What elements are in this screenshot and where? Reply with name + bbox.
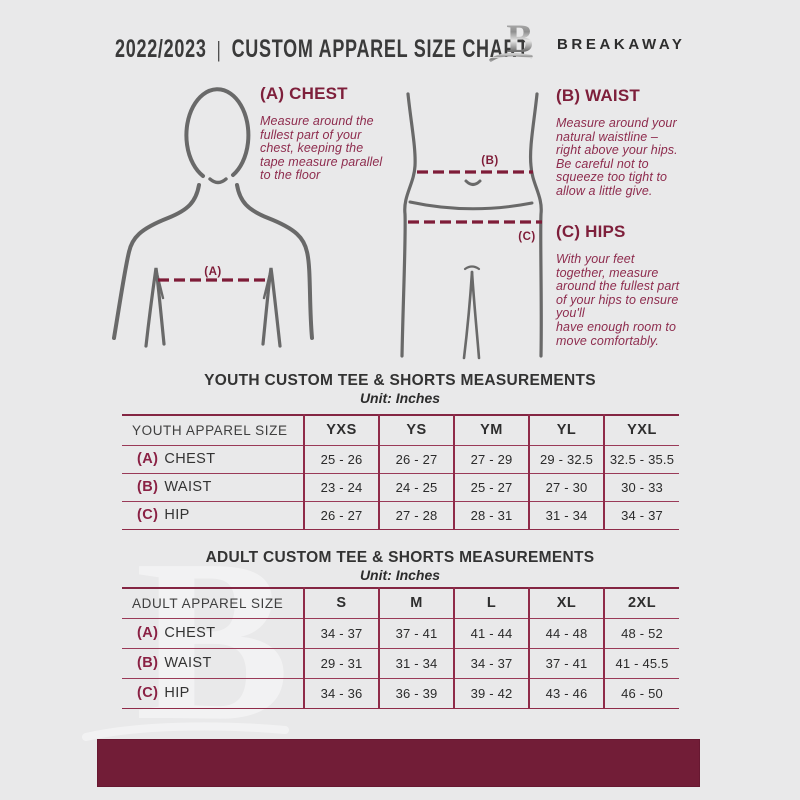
- adult-size-table: ADULT APPAREL SIZE S M L XL 2XL (A) CHEST…: [122, 587, 679, 709]
- cell-value: 32.5 - 35.5: [603, 444, 679, 473]
- waist-body: Measure around your natural waistline – …: [556, 116, 678, 198]
- cell-value: 36 - 39: [378, 677, 454, 708]
- youth-size-table: YOUTH APPAREL SIZE YXS YS YM YL YXL (A) C…: [122, 414, 679, 530]
- chest-figure-illustration: (A): [112, 87, 314, 348]
- title-divider: |: [216, 37, 222, 62]
- cell-value: 25 - 27: [453, 472, 529, 501]
- waist-heading: (B) WAIST: [556, 86, 640, 105]
- title-text: CUSTOM APPAREL SIZE CHART: [231, 35, 529, 63]
- cell-value: 26 - 27: [378, 444, 454, 473]
- chest-body: Measure around the fullest part of your …: [260, 114, 383, 183]
- cell-value: 27 - 29: [453, 444, 529, 473]
- cell-value: 41 - 44: [453, 617, 529, 648]
- youth-section-title: YOUTH CUSTOM TEE & SHORTS MEASUREMENTS: [204, 372, 596, 389]
- row-prefix: (B): [137, 479, 159, 495]
- youth-header-row: YOUTH APPAREL SIZE YXS YS YM YL YXL: [122, 415, 679, 445]
- row-prefix: (C): [137, 507, 159, 523]
- cell-value: 28 - 31: [453, 500, 529, 529]
- cell-value: 23 - 24: [303, 472, 379, 501]
- youth-unit-label: Unit: Inches: [359, 390, 441, 406]
- youth-size-ym: YM: [453, 415, 529, 445]
- cell-value: 44 - 48: [528, 617, 604, 648]
- adult-size-2xl: 2XL: [603, 588, 679, 618]
- row-name: CHEST: [164, 625, 216, 641]
- youth-size-yxl: YXL: [603, 415, 679, 445]
- footer-bar: [97, 739, 700, 787]
- row-prefix: (A): [137, 625, 159, 641]
- youth-size-yl: YL: [528, 415, 604, 445]
- cell-value: 29 - 32.5: [528, 444, 604, 473]
- hips-figure-illustration: (B) (C): [400, 92, 543, 360]
- cell-value: 26 - 27: [303, 500, 379, 529]
- cell-value: 43 - 46: [528, 677, 604, 708]
- chest-instructions: (A) CHEST Measure around the fullest par…: [260, 84, 435, 183]
- cell-value: 37 - 41: [528, 647, 604, 678]
- table-row: (B) WAIST 23 - 24 24 - 25 25 - 27 27 - 30…: [122, 472, 679, 501]
- row-name: WAIST: [164, 479, 212, 495]
- adult-unit-label: Unit: Inches: [359, 567, 441, 583]
- cell-value: 29 - 31: [303, 647, 379, 678]
- hips-heading: (C) HIPS: [556, 222, 626, 241]
- cell-value: 31 - 34: [528, 500, 604, 529]
- row-prefix: (B): [137, 655, 159, 671]
- row-name: CHEST: [164, 451, 216, 467]
- waist-line-label: (B): [481, 155, 498, 167]
- hips-instructions: (C) HIPS With your feet together, measur…: [556, 222, 716, 348]
- waist-instructions: (B) WAIST Measure around your natural wa…: [556, 86, 711, 199]
- youth-size-yxs: YXS: [303, 415, 379, 445]
- cell-value: 34 - 37: [603, 500, 679, 529]
- hips-body: With your feet together, measure around …: [556, 252, 680, 348]
- cell-value: 46 - 50: [603, 677, 679, 708]
- hips-line-label: (C): [518, 231, 535, 243]
- table-row: (C) HIP 34 - 36 36 - 39 39 - 42 43 - 46 4…: [122, 677, 679, 708]
- adult-header-row: ADULT APPAREL SIZE S M L XL 2XL: [122, 588, 679, 618]
- cell-value: 25 - 26: [303, 444, 379, 473]
- cell-value: 41 - 45.5: [603, 647, 679, 678]
- page-title: 2022/2023 | CUSTOM APPAREL SIZE CHART: [115, 35, 529, 64]
- chest-line-label: (A): [204, 266, 221, 278]
- table-row: (A) CHEST 34 - 37 37 - 41 41 - 44 44 - 48…: [122, 617, 679, 648]
- adult-size-s: S: [303, 588, 379, 618]
- row-name: HIP: [164, 507, 190, 523]
- table-row: (C) HIP 26 - 27 27 - 28 28 - 31 31 - 34 3…: [122, 500, 679, 529]
- adult-size-xl: XL: [528, 588, 604, 618]
- breakaway-logo-icon: B: [489, 16, 533, 62]
- cell-value: 34 - 37: [453, 647, 529, 678]
- cell-value: 37 - 41: [378, 617, 454, 648]
- adult-size-label: ADULT APPAREL SIZE: [132, 595, 284, 611]
- cell-value: 48 - 52: [603, 617, 679, 648]
- table-row: (A) CHEST 25 - 26 26 - 27 27 - 29 29 - 32…: [122, 444, 679, 473]
- row-prefix: (A): [137, 451, 159, 467]
- cell-value: 34 - 37: [303, 617, 379, 648]
- youth-size-ys: YS: [378, 415, 454, 445]
- cell-value: 24 - 25: [378, 472, 454, 501]
- row-prefix: (C): [137, 685, 159, 701]
- youth-size-label: YOUTH APPAREL SIZE: [132, 422, 288, 438]
- chest-heading: (A) CHEST: [260, 84, 348, 103]
- cell-value: 27 - 28: [378, 500, 454, 529]
- cell-value: 27 - 30: [528, 472, 604, 501]
- adult-size-m: M: [378, 588, 454, 618]
- adult-section-title: ADULT CUSTOM TEE & SHORTS MEASUREMENTS: [205, 549, 595, 566]
- adult-size-l: L: [453, 588, 529, 618]
- row-name: WAIST: [164, 655, 212, 671]
- brand-name: BREAKAWAY: [557, 36, 686, 53]
- cell-value: 31 - 34: [378, 647, 454, 678]
- cell-value: 34 - 36: [303, 677, 379, 708]
- cell-value: 30 - 33: [603, 472, 679, 501]
- table-row: (B) WAIST 29 - 31 31 - 34 34 - 37 37 - 41…: [122, 647, 679, 678]
- cell-value: 39 - 42: [453, 677, 529, 708]
- season-label: 2022/2023: [115, 35, 207, 63]
- row-name: HIP: [164, 685, 190, 701]
